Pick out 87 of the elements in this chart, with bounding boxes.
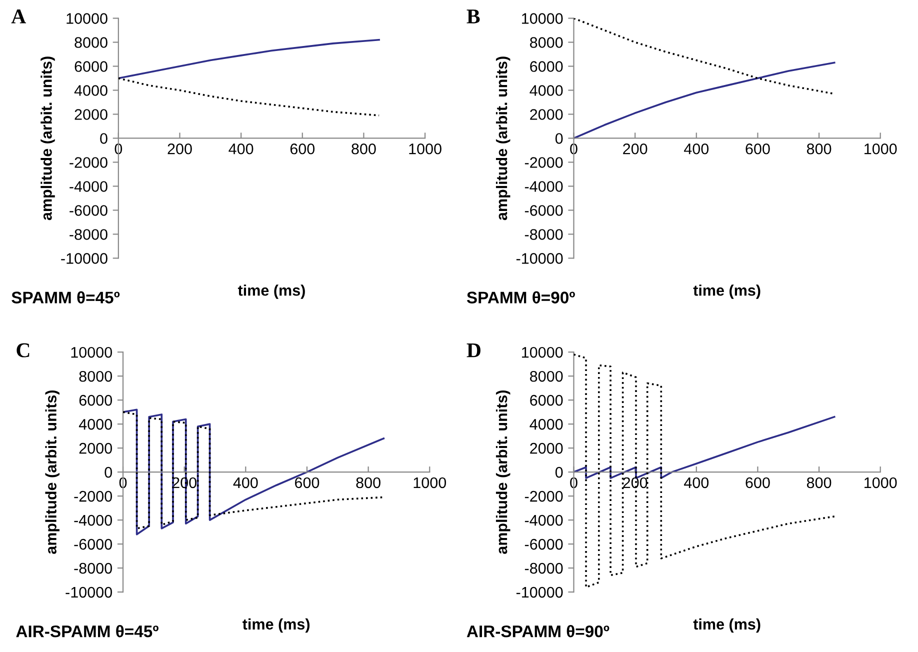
x-axis-title: time (ms) — [693, 284, 760, 299]
y-tick-label: -4000 — [524, 181, 563, 192]
x-tick-label: 1000 — [864, 477, 897, 488]
x-tick-label: 200 — [623, 143, 648, 154]
x-tick-label: 800 — [356, 477, 380, 488]
x-tick-label: 600 — [295, 477, 320, 488]
line-series — [574, 416, 836, 479]
y-tick-label: -10000 — [516, 253, 563, 264]
text: SPAMM θ=45º — [12, 291, 120, 304]
x-axis-title: time (ms) — [693, 618, 760, 633]
x-tick-label: 200 — [623, 477, 648, 488]
y-tick-label: -8000 — [74, 562, 112, 574]
y-tick-label: 2000 — [74, 109, 108, 120]
x-tick-label: 600 — [290, 143, 315, 154]
y-tick-label: 2000 — [530, 109, 563, 120]
y-tick-label: -6000 — [74, 538, 112, 550]
y-tick-label: 8000 — [74, 37, 108, 48]
text: AIR-SPAMM θ=45º — [16, 625, 158, 638]
y-tick-label: -2000 — [524, 157, 563, 168]
x-tick-label: 400 — [684, 143, 709, 154]
text: SPAMM θ=90º — [466, 291, 575, 304]
x-tick-label: 0 — [570, 143, 578, 154]
x-tick-label: 800 — [352, 143, 376, 154]
y-axis-title: amplitude (arbit. units) — [496, 56, 510, 220]
y-tick-label: 4000 — [530, 418, 563, 430]
line-series — [574, 62, 836, 140]
line-series — [118, 38, 380, 80]
x-tick-label: 0 — [114, 143, 122, 154]
y-tick-label: 0 — [555, 466, 563, 478]
x-tick-label: 1000 — [864, 143, 897, 154]
x-tick-label: 400 — [228, 143, 254, 154]
y-tick-label: 10000 — [522, 13, 563, 24]
y-axis-title: amplitude (arbit. units) — [45, 390, 60, 554]
y-tick-label: 8000 — [530, 370, 563, 382]
x-axis-title: time (ms) — [238, 284, 305, 299]
x-tick-label: 800 — [806, 477, 832, 488]
y-tick-label: -4000 — [524, 514, 563, 526]
y-tick-label: 10000 — [66, 13, 108, 24]
y-tick-label: -6000 — [70, 205, 108, 216]
y-tick-label: 4000 — [74, 85, 108, 96]
y-tick-label: 2000 — [530, 442, 563, 454]
chart-title: B — [466, 10, 480, 24]
y-tick-label: 0 — [555, 133, 563, 144]
x-tick-label: 400 — [684, 477, 709, 488]
y-tick-label: 6000 — [530, 394, 563, 406]
chart-title: D — [466, 343, 480, 358]
x-tick-label: 600 — [746, 477, 770, 488]
y-tick-label: -4000 — [70, 181, 108, 192]
chart-title: C — [16, 343, 30, 358]
x-tick-label: 1000 — [414, 477, 446, 488]
y-tick-label: 2000 — [79, 442, 112, 454]
y-tick-label: -8000 — [524, 562, 563, 574]
x-tick-label: 400 — [233, 477, 258, 488]
y-tick-label: 10000 — [522, 346, 563, 358]
line-series — [574, 18, 836, 95]
y-tick-label: -10000 — [61, 253, 108, 264]
x-axis-title: time (ms) — [242, 618, 310, 633]
x-tick-label: 600 — [746, 143, 770, 154]
y-tick-label: -6000 — [524, 205, 563, 216]
y-tick-label: 8000 — [79, 370, 112, 382]
line-series — [118, 77, 380, 116]
y-tick-label: 6000 — [74, 61, 108, 72]
y-tick-label: -10000 — [516, 586, 563, 598]
x-tick-label: 1000 — [409, 143, 442, 154]
y-tick-label: 8000 — [530, 37, 563, 48]
y-axis-title: amplitude (arbit. units) — [496, 390, 510, 554]
y-tick-label: -10000 — [66, 586, 112, 598]
x-tick-label: 0 — [570, 477, 578, 488]
y-tick-label: -8000 — [70, 229, 108, 240]
y-tick-label: -2000 — [74, 490, 112, 502]
y-tick-label: -8000 — [524, 229, 563, 240]
x-tick-label: 800 — [806, 143, 832, 154]
y-tick-label: 4000 — [78, 418, 112, 430]
y-axis-title: amplitude (arbit. units) — [40, 56, 55, 220]
y-tick-label: 6000 — [530, 61, 563, 72]
y-tick-label: -6000 — [524, 538, 563, 550]
x-tick-label: 200 — [168, 143, 192, 154]
y-tick-label: 0 — [100, 133, 108, 144]
y-tick-label: 10000 — [71, 346, 112, 358]
text: AIR-SPAMM θ=90º — [466, 625, 610, 638]
y-tick-label: 0 — [104, 466, 112, 478]
y-tick-label: 4000 — [530, 85, 563, 96]
chart-title: A — [11, 10, 26, 24]
y-tick-label: -4000 — [74, 514, 112, 526]
y-tick-label: -2000 — [70, 157, 108, 168]
y-tick-label: -2000 — [524, 490, 563, 502]
y-tick-label: 6000 — [79, 394, 112, 406]
